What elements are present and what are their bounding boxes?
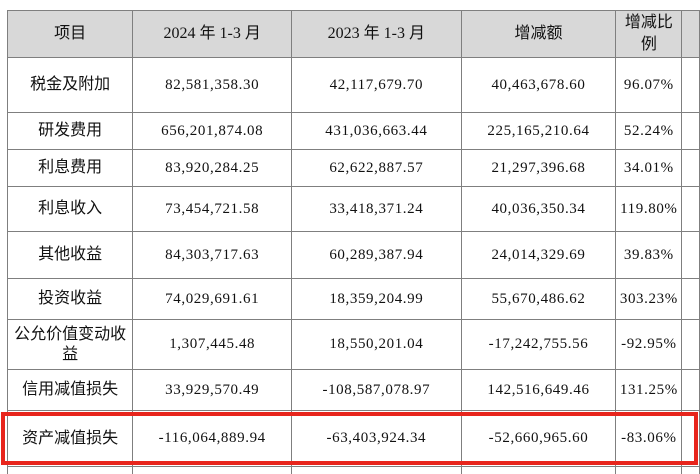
value-2024: 656,201,874.08 [132,112,293,150]
row-item-label: 公允价值变动收益 [6,319,134,370]
value-ratio: 131.25% [615,369,683,411]
value-2024: 74,029,691.61 [132,278,293,320]
clipped-cell [681,57,700,113]
value-2023: 33,418,371.24 [291,186,462,232]
table-row: 公允价值变动收益 1,307,445.48 18,550,201.04 -17,… [6,319,700,370]
partial-cell [6,466,134,474]
value-change: 225,165,210.64 [460,112,617,150]
clipped-cell [681,319,700,370]
value-ratio: 96.07% [615,57,683,113]
value-2023: -63,403,924.34 [291,410,462,467]
value-ratio: 39.83% [615,231,683,279]
row-item-label: 研发费用 [6,112,134,150]
value-change: 21,297,396.68 [460,149,617,187]
col-header-2024: 2024 年 1-3 月 [132,10,293,58]
table-header-row: 项目 2024 年 1-3 月 2023 年 1-3 月 增减额 增减比例 [6,10,700,58]
table-row: 利息收入 73,454,721.58 33,418,371.24 40,036,… [6,186,700,232]
row-item-label: 利息收入 [6,186,134,232]
table-row: 信用减值损失 33,929,570.49 -108,587,078.97 142… [6,369,700,411]
col-header-change-ratio: 增减比例 [615,10,683,58]
clipped-cell [681,186,700,232]
financial-comparison-table: 项目 2024 年 1-3 月 2023 年 1-3 月 增减额 增减比例 税金… [6,10,700,474]
value-2024: 1,307,445.48 [132,319,293,370]
value-change: 24,014,329.69 [460,231,617,279]
partial-cell [681,466,700,474]
clipped-cell [681,149,700,187]
value-ratio: 119.80% [615,186,683,232]
value-2023: 60,289,387.94 [291,231,462,279]
clipped-cell [681,278,700,320]
row-item-label: 税金及附加 [6,57,134,113]
value-2024: 73,454,721.58 [132,186,293,232]
clipped-cell [681,410,700,467]
table-row: 利息费用 83,920,284.25 62,622,887.57 21,297,… [6,149,700,187]
clipped-cell [681,231,700,279]
clipped-cell [681,369,700,411]
value-2024: 84,303,717.63 [132,231,293,279]
value-change: 142,516,649.46 [460,369,617,411]
value-2023: 18,359,204.99 [291,278,462,320]
partial-cell [291,466,462,474]
value-change: 40,036,350.34 [460,186,617,232]
value-change: -17,242,755.56 [460,319,617,370]
value-change: 55,670,486.62 [460,278,617,320]
table-row-highlighted: 资产减值损失 -116,064,889.94 -63,403,924.34 -5… [6,410,700,467]
value-2023: 18,550,201.04 [291,319,462,370]
value-2024: -116,064,889.94 [132,410,293,467]
value-2023: 431,036,663.44 [291,112,462,150]
row-item-label: 投资收益 [6,278,134,320]
row-item-label: 资产减值损失 [6,410,134,467]
value-ratio: -83.06% [615,410,683,467]
value-change: -52,660,965.60 [460,410,617,467]
value-ratio: 34.01% [615,149,683,187]
table-row: 投资收益 74,029,691.61 18,359,204.99 55,670,… [6,278,700,320]
value-2024: 82,581,358.30 [132,57,293,113]
partial-cell [460,466,617,474]
value-ratio: -92.95% [615,319,683,370]
partial-cell [132,466,293,474]
value-2023: 42,117,679.70 [291,57,462,113]
row-item-label: 其他收益 [6,231,134,279]
row-item-label: 利息费用 [6,149,134,187]
value-ratio: 303.23% [615,278,683,320]
value-2024: 83,920,284.25 [132,149,293,187]
value-2024: 33,929,570.49 [132,369,293,411]
value-change: 40,463,678.60 [460,57,617,113]
row-item-label: 信用减值损失 [6,369,134,411]
value-2023: -108,587,078.97 [291,369,462,411]
value-ratio: 52.24% [615,112,683,150]
col-header-item: 项目 [6,10,134,58]
table-row: 研发费用 656,201,874.08 431,036,663.44 225,1… [6,112,700,150]
table-row-partial [6,466,700,474]
partial-cell [615,466,683,474]
table-row: 其他收益 84,303,717.63 60,289,387.94 24,014,… [6,231,700,279]
clipped-cell [681,112,700,150]
col-header-clipped [681,10,700,58]
col-header-2023: 2023 年 1-3 月 [291,10,462,58]
col-header-change-amount: 增减额 [460,10,617,58]
table-row: 税金及附加 82,581,358.30 42,117,679.70 40,463… [6,57,700,113]
value-2023: 62,622,887.57 [291,149,462,187]
